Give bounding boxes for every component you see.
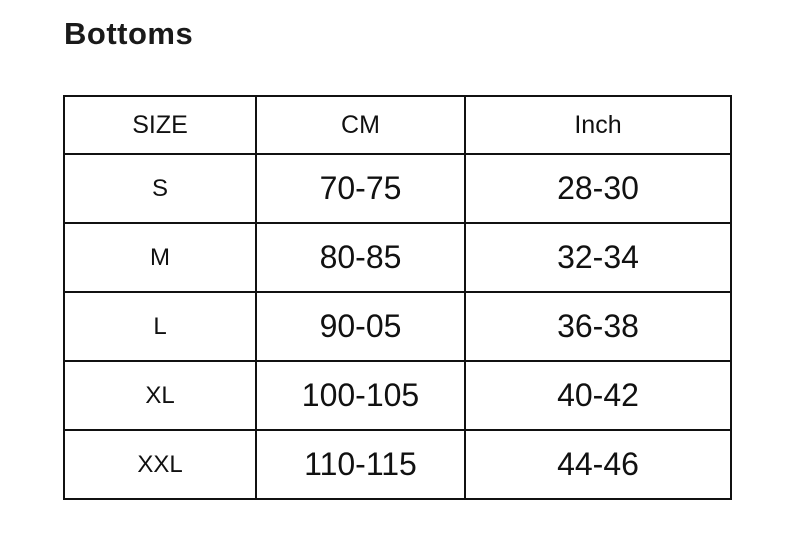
cell-inch: 32-34	[464, 222, 732, 293]
cell-size: M	[63, 222, 257, 293]
header-cm: CM	[255, 95, 466, 155]
size-chart-table: SIZE CM Inch S 70-75 28-30 M 80-85 32-34…	[63, 95, 732, 500]
cell-cm: 80-85	[255, 222, 466, 293]
cell-size: S	[63, 153, 257, 224]
table-row: S 70-75 28-30	[63, 153, 732, 224]
cell-cm: 100-105	[255, 360, 466, 431]
cell-cm: 70-75	[255, 153, 466, 224]
cell-inch: 28-30	[464, 153, 732, 224]
cell-inch: 40-42	[464, 360, 732, 431]
cell-size: XXL	[63, 429, 257, 500]
header-size: SIZE	[63, 95, 257, 155]
cell-inch: 36-38	[464, 291, 732, 362]
cell-size: L	[63, 291, 257, 362]
table-row: XL 100-105 40-42	[63, 360, 732, 431]
cell-size: XL	[63, 360, 257, 431]
cell-cm: 90-05	[255, 291, 466, 362]
table-row: XXL 110-115 44-46	[63, 429, 732, 500]
table-header-row: SIZE CM Inch	[63, 95, 732, 155]
header-inch: Inch	[464, 95, 732, 155]
table-row: L 90-05 36-38	[63, 291, 732, 362]
table-row: M 80-85 32-34	[63, 222, 732, 293]
cell-inch: 44-46	[464, 429, 732, 500]
page-title: Bottoms	[64, 16, 194, 51]
cell-cm: 110-115	[255, 429, 466, 500]
